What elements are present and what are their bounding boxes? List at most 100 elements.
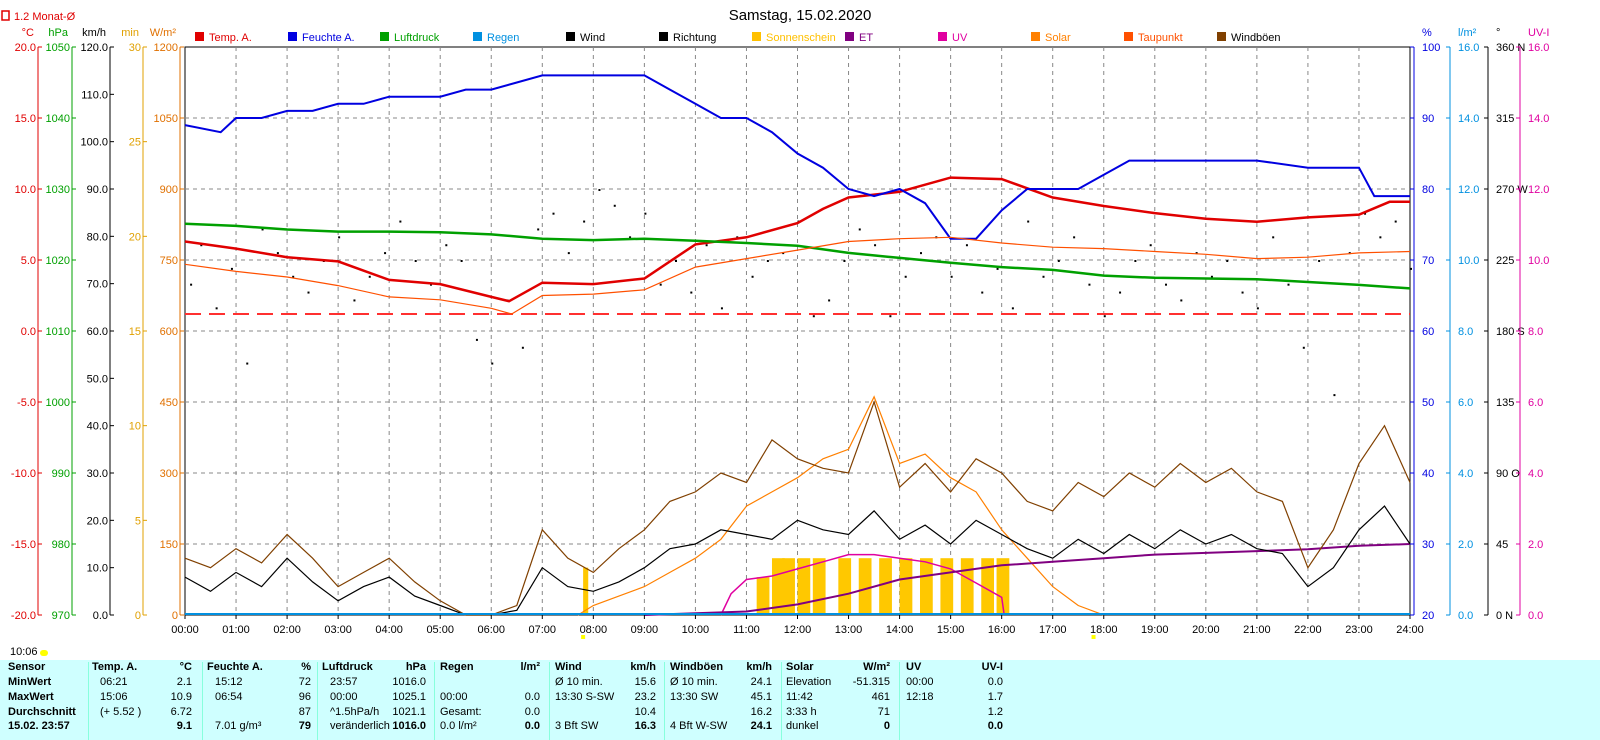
right-axis-unit: % xyxy=(1422,27,1432,39)
table-header-unit: °C xyxy=(179,661,192,673)
wind-direction-point xyxy=(751,275,754,278)
right-tick-label: 135 xyxy=(1496,397,1514,409)
x-tick-label: 17:00 xyxy=(1039,624,1067,636)
table-cell-label: (+ 5.52 ) xyxy=(100,706,142,718)
wind-direction-point xyxy=(292,275,295,278)
x-tick-label: 10:00 xyxy=(682,624,710,636)
wind-direction-point xyxy=(613,204,616,207)
left-tick-label: 450 xyxy=(160,397,178,409)
wind-direction-point xyxy=(812,315,815,318)
wind-direction-point xyxy=(307,291,310,294)
table-cell-value: 0.0 xyxy=(987,676,1003,688)
wind-direction-point xyxy=(981,291,984,294)
wind-direction-point xyxy=(659,283,662,286)
sunshine-bar xyxy=(838,558,852,615)
wind-direction-point xyxy=(1042,275,1045,278)
wind-direction-point xyxy=(1272,236,1275,239)
wind-direction-point xyxy=(552,212,555,215)
table-cell-value: 23.2 xyxy=(634,691,656,703)
right-tick-label: 100 xyxy=(1422,42,1440,54)
left-tick-label: -10.0 xyxy=(11,468,36,480)
left-tick-label: 40.0 xyxy=(87,421,108,433)
right-tick-label: 12.0 xyxy=(1528,184,1549,196)
table-cell-label: 00:00 xyxy=(906,676,934,688)
corner-label-group: 1.2 Monat-Ø xyxy=(1,10,76,23)
table-header: Feuchte A. xyxy=(207,661,263,673)
sunshine-bars xyxy=(583,558,1010,615)
left-tick-label: 1020 xyxy=(46,255,70,267)
right-tick-label: 8.0 xyxy=(1458,326,1473,338)
wind-direction-point xyxy=(858,228,861,231)
wind-direction-point xyxy=(1119,291,1122,294)
wind-direction-point xyxy=(598,189,601,191)
table-cell-value: 0.0 xyxy=(524,720,540,732)
legend-label: Wind xyxy=(580,32,605,44)
wind-direction-point xyxy=(1333,394,1336,397)
left-tick-label: 1040 xyxy=(46,113,70,125)
table-row-label: Durchschnitt xyxy=(8,706,76,718)
sun-marker-icon xyxy=(40,650,48,656)
table-cell-value: 16.3 xyxy=(634,720,656,732)
wind-direction-point xyxy=(430,283,432,286)
legend-swatch xyxy=(195,32,204,41)
table-header: Luftdruck xyxy=(322,661,373,673)
left-tick-label: 30.0 xyxy=(87,468,108,480)
right-tick-label: 20 xyxy=(1422,610,1434,622)
table-cell-value: 0.0 xyxy=(524,691,540,703)
table-cell-label: ^1.5hPa/h xyxy=(330,706,380,718)
series-line xyxy=(184,400,1411,616)
wind-direction-point xyxy=(828,299,831,302)
right-tick-label: 50 xyxy=(1422,397,1434,409)
table-cell-label: 7.01 g/m³ xyxy=(215,720,262,732)
series-line xyxy=(577,395,1105,616)
table-cell-value: 0.0 xyxy=(987,720,1003,732)
left-tick-label: 20.0 xyxy=(87,515,108,527)
wind-direction-point xyxy=(720,307,723,310)
right-tick-label: 10.0 xyxy=(1528,255,1549,267)
x-tick-label: 21:00 xyxy=(1243,624,1271,636)
wind-direction-point xyxy=(537,228,540,231)
x-tick-label: 00:00 xyxy=(171,624,199,636)
wind-direction-point xyxy=(521,346,524,349)
table-cell-label: 23:57 xyxy=(330,676,358,688)
series-line xyxy=(184,505,1411,616)
table-header-unit: W/m² xyxy=(863,661,890,673)
table-cell-label: Ø 10 min. xyxy=(670,676,718,688)
right-tick-label: 60 xyxy=(1422,326,1434,338)
left-tick-label: 50.0 xyxy=(87,373,108,385)
legend-label: Sonnenschein xyxy=(766,32,836,44)
right-tick-label: 6.0 xyxy=(1458,397,1473,409)
wind-direction-point xyxy=(1302,346,1305,349)
right-tick-label: 4.0 xyxy=(1528,468,1543,480)
right-tick-label: 40 xyxy=(1422,468,1434,480)
legend-label: Richtung xyxy=(673,32,716,44)
right-tick-label: 360 N xyxy=(1496,42,1525,54)
left-tick-label: 980 xyxy=(52,539,70,551)
left-tick-label: 20 xyxy=(129,231,141,243)
sunshine-bar xyxy=(756,577,770,615)
left-tick-label: -5.0 xyxy=(17,397,36,409)
left-tick-label: -20.0 xyxy=(11,610,36,622)
temp-avg-icon xyxy=(1,10,10,21)
table-header-unit: km/h xyxy=(630,661,656,673)
table-cell-value: 1025.1 xyxy=(392,691,426,703)
x-tick-label: 23:00 xyxy=(1345,624,1373,636)
series-line xyxy=(720,553,1005,616)
left-tick-label: 300 xyxy=(160,468,178,480)
table-cell-value: 1.2 xyxy=(987,706,1003,718)
table-cell-value: 71 xyxy=(877,706,890,718)
left-tick-label: 60.0 xyxy=(87,326,108,338)
wind-direction-point xyxy=(1088,283,1091,286)
table-cell-value: 24.1 xyxy=(750,720,772,732)
wind-direction-point xyxy=(1134,260,1137,262)
right-tick-label: 16.0 xyxy=(1528,42,1549,54)
legend-label: UV xyxy=(952,32,968,44)
x-tick-label: 13:00 xyxy=(835,624,863,636)
right-tick-label: 6.0 xyxy=(1528,397,1543,409)
left-tick-label: 80.0 xyxy=(87,231,108,243)
sunshine-bar xyxy=(797,558,811,615)
table-separator xyxy=(664,662,665,740)
wind-direction-point xyxy=(965,244,968,247)
table-separator xyxy=(88,662,89,740)
right-tick-label: 270 W xyxy=(1496,184,1528,196)
